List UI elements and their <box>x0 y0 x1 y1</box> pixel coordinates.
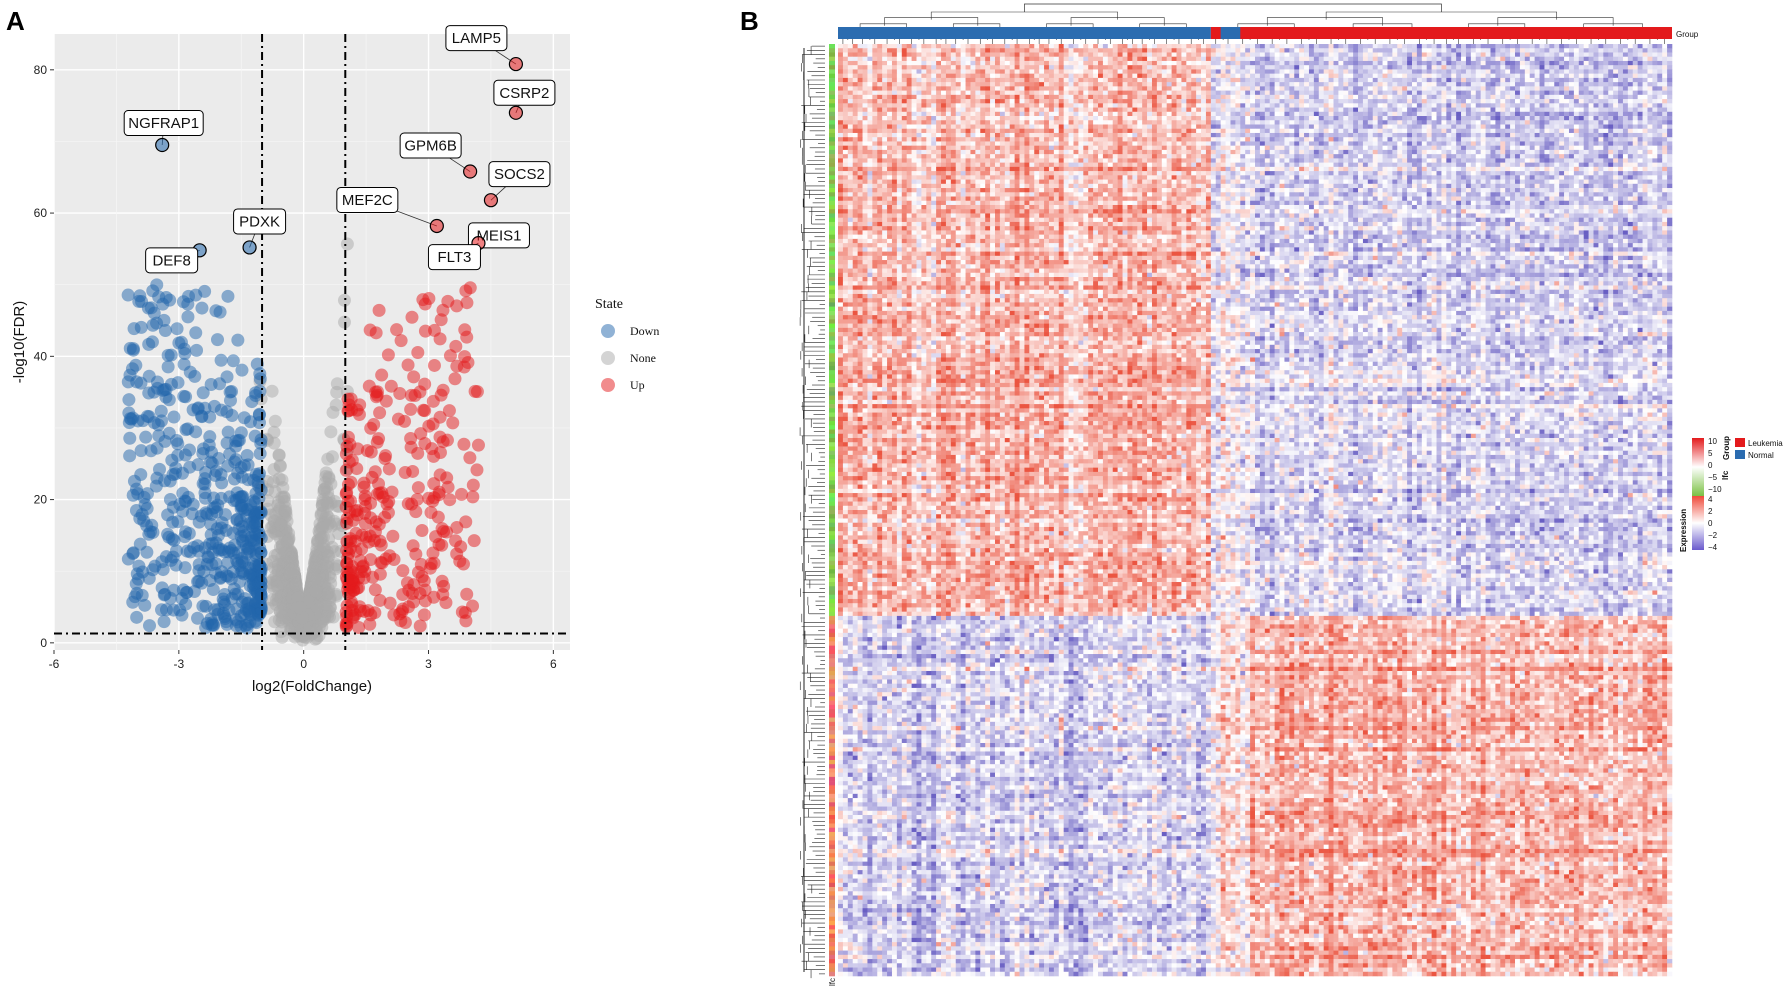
volcano-point-none <box>271 581 284 594</box>
volcano-point-none <box>279 521 292 534</box>
volcano-point-none <box>322 511 335 524</box>
volcano-point-down <box>166 516 179 529</box>
volcano-point-down <box>211 333 224 346</box>
volcano-point-none <box>266 385 279 398</box>
volcano-point-none <box>324 425 337 438</box>
volcano-point-none <box>306 569 319 582</box>
volcano-point-none <box>327 611 340 624</box>
volcano-point-none <box>274 459 287 472</box>
volcano-point-none <box>273 472 286 485</box>
volcano-point-none <box>330 386 343 399</box>
volcano-point-down <box>189 326 202 339</box>
volcano-point-none <box>309 584 322 597</box>
volcano-point-none <box>266 594 279 607</box>
volcano-point-down <box>155 405 168 418</box>
volcano-plot: LAMP5CSRP2NGFRAP1GPM6BSOCS2MEF2CMEIS1FLT… <box>11 26 659 695</box>
volcano-point-none <box>274 541 287 554</box>
volcano-point-none <box>326 406 339 419</box>
volcano-point-none <box>322 472 335 485</box>
volcano-point-none <box>276 606 289 619</box>
volcano-point-none <box>269 415 282 428</box>
volcano-point-none <box>311 600 324 613</box>
volcano-point-none <box>267 555 280 568</box>
volcano-point-none <box>341 238 354 251</box>
volcano-point-none <box>309 550 322 563</box>
volcano-point-none <box>290 578 303 591</box>
figure-canvas: LAMP5CSRP2NGFRAP1GPM6BSOCS2MEF2CMEIS1FLT… <box>0 0 1787 988</box>
volcano-point-none <box>321 453 334 466</box>
volcano-point-none <box>322 586 335 599</box>
volcano-point-none <box>294 601 307 614</box>
volcano-point-down <box>167 411 180 424</box>
volcano-point-none <box>302 626 315 639</box>
